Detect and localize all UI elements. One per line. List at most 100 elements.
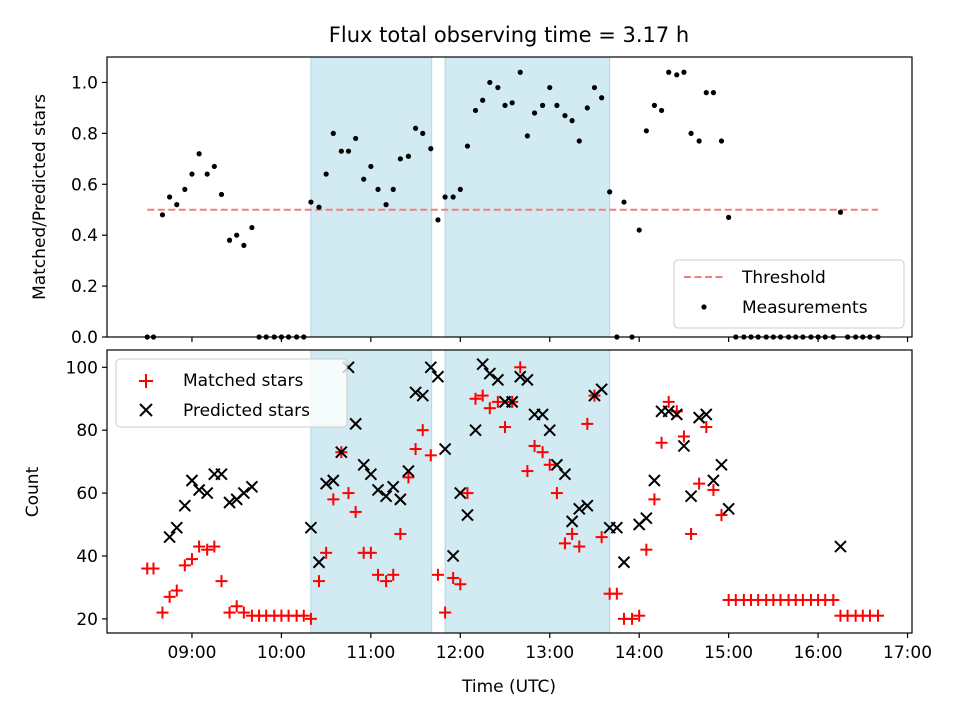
measurement-point bbox=[330, 130, 336, 136]
predicted-star-point bbox=[707, 474, 720, 487]
x-axis-label: Time (UTC) bbox=[461, 677, 556, 697]
measurement-point bbox=[189, 171, 195, 177]
matched-star-point bbox=[715, 509, 728, 522]
measurement-point bbox=[428, 146, 434, 152]
measurement-point bbox=[353, 135, 359, 142]
predicted-star-point bbox=[349, 417, 362, 431]
predicted-star-point bbox=[684, 490, 698, 503]
matched-star-point bbox=[454, 578, 467, 591]
predicted-star-point bbox=[505, 395, 519, 409]
measurement-point bbox=[658, 107, 665, 114]
measurement-point bbox=[584, 105, 590, 111]
x-tick-label: 14:00 bbox=[615, 643, 664, 663]
y-tick-label: 80 bbox=[76, 421, 98, 441]
predicted-star-point bbox=[438, 442, 452, 456]
measurement-point bbox=[651, 102, 658, 108]
measurement-point bbox=[405, 153, 412, 159]
predicted-star-point bbox=[431, 370, 445, 383]
measurement-point bbox=[226, 237, 233, 243]
matched-star-point bbox=[431, 568, 444, 581]
matched-star-point bbox=[626, 612, 639, 625]
measurement-point bbox=[696, 138, 702, 144]
predicted-star-point bbox=[692, 411, 706, 424]
matched-star-point bbox=[380, 575, 393, 588]
bottom-legend-box bbox=[115, 358, 348, 428]
measurement-point bbox=[472, 107, 479, 114]
matched-star-point bbox=[201, 543, 214, 556]
measurement-point bbox=[159, 212, 166, 218]
x-tick-label: 17:00 bbox=[883, 643, 932, 663]
measurement-point bbox=[204, 171, 210, 177]
matched-star-point bbox=[372, 568, 385, 581]
predicted-star-point bbox=[446, 549, 460, 563]
measurement-point bbox=[435, 217, 441, 223]
predicted-star-point bbox=[357, 458, 370, 471]
measurement-point bbox=[531, 110, 538, 116]
measurement-point bbox=[599, 95, 605, 101]
matched-star-point bbox=[208, 540, 221, 553]
top-panel: 0.0 0.2 0.4 0.6 0.8 1.0 Matched/Predicted sta… bbox=[30, 56, 913, 348]
measurement-point bbox=[412, 125, 419, 131]
predicted-star-point bbox=[514, 370, 527, 383]
y-tick-label: 20 bbox=[76, 610, 98, 630]
matched-star-point bbox=[170, 584, 183, 597]
predicted-star-point bbox=[371, 483, 385, 497]
measurement-point bbox=[368, 163, 374, 170]
measurement-point bbox=[681, 69, 687, 75]
matched-star-point bbox=[402, 471, 415, 484]
measurement-point bbox=[636, 227, 642, 233]
y-tick-label: 0.8 bbox=[71, 124, 98, 144]
measurement-point bbox=[517, 69, 523, 75]
measurement-point bbox=[450, 194, 456, 200]
measurement-point bbox=[539, 102, 546, 108]
y-tick-label: 1.0 bbox=[71, 73, 98, 93]
matched-star-point bbox=[543, 458, 556, 471]
matched-star-point bbox=[476, 389, 489, 402]
matched-star-point bbox=[499, 421, 512, 434]
matched-star-point bbox=[409, 443, 422, 456]
matched-star-point bbox=[483, 402, 496, 415]
top-legend: Threshold Measurements bbox=[673, 259, 905, 329]
measurement-point bbox=[361, 176, 367, 182]
predicted-star-point bbox=[640, 512, 653, 525]
predicted-star-point bbox=[573, 502, 586, 516]
predicted-star-point bbox=[215, 467, 228, 481]
measurement-point bbox=[397, 156, 403, 162]
measurement-point bbox=[457, 186, 463, 192]
predicted-star-point bbox=[476, 357, 489, 371]
matched-star-point bbox=[156, 606, 169, 619]
predicted-star-point bbox=[192, 483, 206, 497]
measurement-point bbox=[167, 194, 173, 200]
x-tick-label: 11:00 bbox=[346, 643, 395, 663]
matched-star-point bbox=[550, 487, 563, 500]
x-tick-label: 16:00 bbox=[794, 643, 843, 663]
predicted-star-point bbox=[722, 502, 735, 516]
matched-star-point bbox=[610, 587, 623, 600]
matched-star-point bbox=[827, 593, 840, 606]
measurement-point bbox=[502, 102, 508, 108]
matched-star-point bbox=[655, 436, 668, 449]
measurement-point bbox=[547, 84, 553, 91]
measurement-point bbox=[375, 186, 381, 192]
x-tick-label: 12:00 bbox=[436, 643, 485, 663]
predicted-star-point bbox=[581, 499, 594, 512]
predicted-star-point bbox=[237, 486, 251, 500]
measurement-point bbox=[196, 151, 202, 157]
predicted-star-point bbox=[335, 445, 348, 459]
legend-predicted-label: Predicted stars bbox=[183, 401, 310, 421]
predicted-star-point bbox=[364, 467, 378, 481]
measurement-point bbox=[607, 189, 613, 195]
y-tick-label: 0.4 bbox=[71, 226, 98, 246]
measurement-point bbox=[480, 97, 486, 103]
predicted-star-point bbox=[558, 467, 572, 481]
measurement-point bbox=[308, 199, 314, 205]
predicted-star-point bbox=[327, 474, 340, 487]
legend-threshold-label: Threshold bbox=[741, 268, 826, 288]
bottom-x-ticks: 09:00 10:00 11:00 12:00 13:00 14:00 15:00 16:00… bbox=[167, 633, 932, 663]
predicted-star-point bbox=[469, 423, 482, 437]
top-y-axis-label: Matched/Predicted stars bbox=[30, 94, 50, 300]
measurement-point bbox=[688, 130, 694, 136]
predicted-star-point bbox=[304, 521, 318, 534]
matched-star-point bbox=[521, 465, 534, 478]
legend-measurements-swatch bbox=[701, 304, 707, 310]
